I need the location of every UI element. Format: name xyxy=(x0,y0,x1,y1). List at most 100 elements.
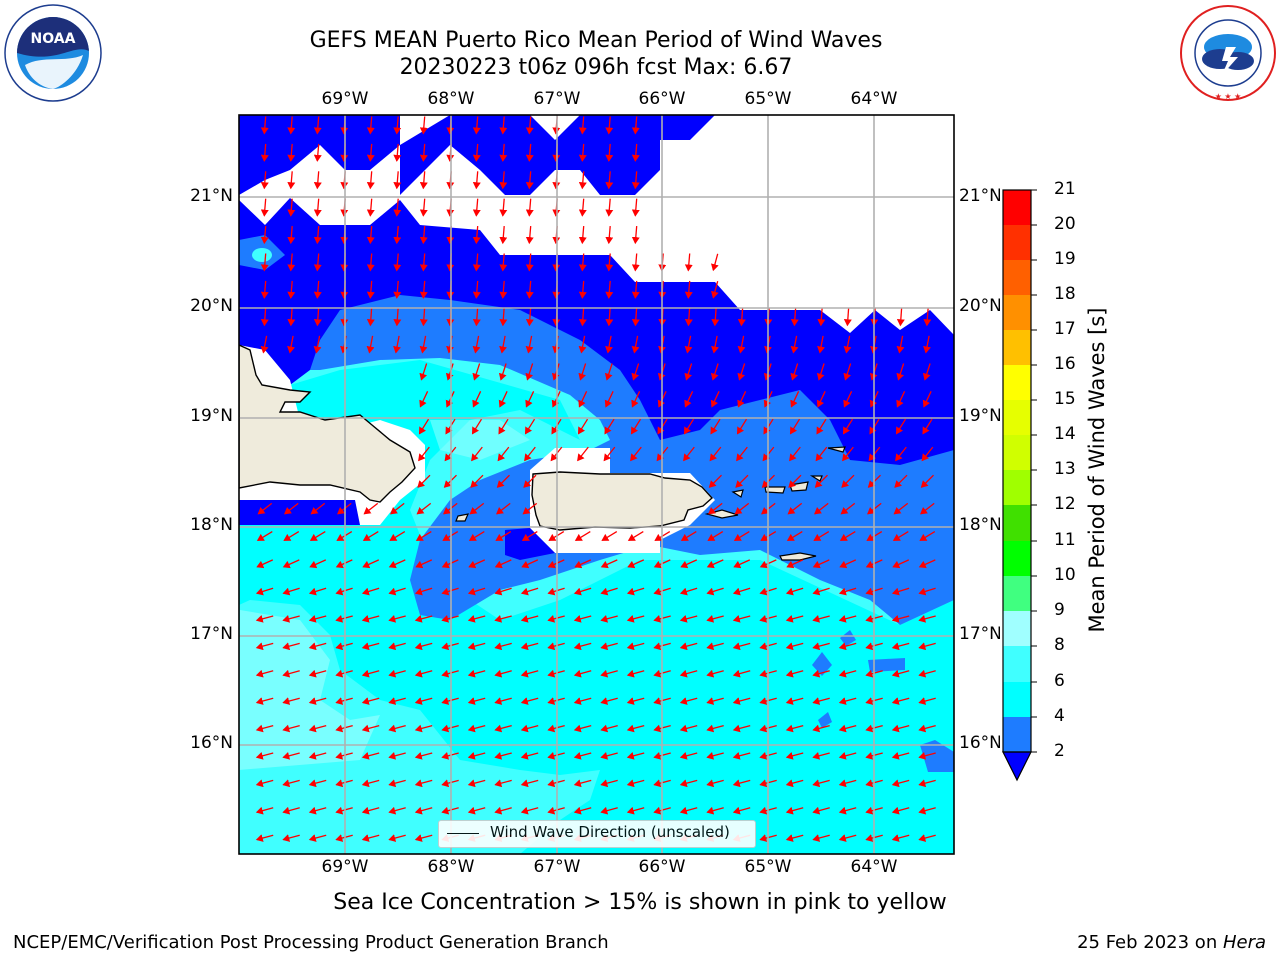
wind-wave-arrow xyxy=(706,559,724,569)
wind-wave-arrow xyxy=(578,335,587,354)
wind-wave-arrow xyxy=(920,474,934,488)
wind-wave-arrow xyxy=(388,751,406,760)
wind-wave-arrow xyxy=(789,418,801,435)
wind-wave-arrows xyxy=(255,116,936,842)
colorbar-tick-label: 13 xyxy=(1054,459,1076,479)
wind-wave-arrow xyxy=(573,669,592,678)
wind-wave-arrow xyxy=(573,779,592,788)
wind-wave-arrow xyxy=(732,806,751,815)
wind-wave-arrow xyxy=(525,226,534,245)
wind-wave-arrow xyxy=(891,724,910,733)
field-under2-pr-sw xyxy=(505,528,555,560)
wind-wave-arrow xyxy=(313,335,322,354)
wind-wave-arrow xyxy=(816,363,825,381)
lon-tick-top-1: 68°W xyxy=(427,89,475,109)
wind-wave-arrow xyxy=(366,116,375,135)
wind-wave-arrow xyxy=(363,502,379,515)
lat-tick-left-0: 21°N xyxy=(190,186,233,206)
wind-wave-arrow xyxy=(604,363,613,381)
wind-wave-arrow xyxy=(706,806,724,815)
wind-wave-arrow xyxy=(472,280,481,299)
wind-wave-arrow xyxy=(605,308,614,327)
wind-wave-arrow xyxy=(313,116,322,135)
wind-wave-arrow xyxy=(918,587,936,596)
lon-tick-bottom-3: 66°W xyxy=(638,857,686,877)
wind-wave-arrow xyxy=(499,198,508,217)
wind-wave-arrow xyxy=(918,779,936,788)
wind-wave-arrow xyxy=(812,642,830,651)
wind-wave-arrow xyxy=(282,834,300,842)
colorbar-tick-label: 17 xyxy=(1054,319,1076,339)
wind-wave-arrow xyxy=(366,198,375,217)
noaa-logo-graphic: NOAA xyxy=(4,4,102,102)
wind-wave-arrow xyxy=(578,116,587,135)
wind-wave-arrow xyxy=(785,834,804,842)
wind-wave-arrow xyxy=(525,253,534,272)
wind-wave-arrow xyxy=(472,363,481,381)
wind-wave-arrow xyxy=(525,363,534,381)
wind-wave-arrow xyxy=(419,198,428,217)
wind-wave-arrow xyxy=(255,806,274,815)
wind-wave-arrow xyxy=(260,280,269,299)
colorbar-tick-label: 9 xyxy=(1054,600,1065,620)
footer-machine: Hera xyxy=(1222,932,1266,953)
land-mona xyxy=(455,513,470,522)
wind-wave-arrow xyxy=(388,697,406,705)
wind-wave-arrow xyxy=(255,614,274,623)
wind-wave-arrow xyxy=(891,614,910,623)
wind-wave-arrow xyxy=(495,531,512,541)
wind-wave-arrow xyxy=(388,669,406,678)
colorbar-label: Mean Period of Wind Waves [s] xyxy=(1085,307,1109,633)
wind-wave-arrow xyxy=(922,418,933,435)
wind-wave-arrow xyxy=(630,418,642,435)
lon-tick-bottom-4: 65°W xyxy=(744,857,792,877)
wind-wave-arrow xyxy=(393,308,402,327)
wind-wave-arrow xyxy=(468,531,485,541)
wind-wave-arrow xyxy=(626,806,645,815)
colorbar-segment xyxy=(1003,400,1031,435)
wind-wave-arrow xyxy=(573,751,592,760)
wind-wave-arrow xyxy=(785,642,804,651)
wind-wave-arrow xyxy=(521,559,539,569)
wind-wave-arrow xyxy=(390,502,405,515)
wind-wave-arrow xyxy=(684,280,693,299)
wind-wave-arrow xyxy=(735,474,749,488)
wind-wave-arrow xyxy=(785,751,804,760)
wind-wave-arrow xyxy=(812,587,830,596)
wind-wave-arrow xyxy=(838,614,857,623)
wind-wave-arrow xyxy=(921,446,934,462)
wind-wave-arrow xyxy=(736,418,748,435)
wind-wave-arrow xyxy=(467,806,486,815)
wind-wave-arrow xyxy=(393,198,402,217)
wind-wave-arrow xyxy=(414,724,433,733)
wind-wave-arrow xyxy=(257,502,273,515)
wind-wave-arrow xyxy=(578,171,587,190)
land-anegada xyxy=(827,446,846,453)
colorbar-segment xyxy=(1003,541,1031,576)
lon-tick-top-5: 64°W xyxy=(850,89,898,109)
wind-wave-arrow xyxy=(282,779,300,788)
wind-wave-arrow xyxy=(313,226,322,245)
wind-wave-arrow xyxy=(287,171,296,190)
wind-wave-arrow xyxy=(469,502,485,515)
lat-tick-left-4: 17°N xyxy=(190,624,233,644)
wind-wave-arrow xyxy=(472,171,481,190)
wind-wave-arrow xyxy=(601,531,618,541)
wind-wave-arrow xyxy=(578,308,587,327)
wind-wave-arrow xyxy=(523,474,537,488)
legend-label: Wind Wave Direction (unscaled) xyxy=(490,823,730,841)
wind-wave-arrow xyxy=(812,697,830,705)
wind-wave-arrow xyxy=(919,531,936,541)
wind-wave-arrow xyxy=(467,697,486,705)
wind-wave-arrow xyxy=(790,335,799,354)
wind-wave-arrow xyxy=(626,751,645,760)
wind-wave-arrow xyxy=(631,171,640,190)
wind-wave-arrow xyxy=(520,806,539,815)
wind-wave-arrow xyxy=(471,446,483,462)
wind-wave-arrow xyxy=(499,116,508,135)
wind-wave-arrow xyxy=(366,171,375,190)
wind-wave-arrow xyxy=(308,614,327,623)
wind-wave-arrow xyxy=(732,614,751,623)
wind-wave-arrow xyxy=(605,253,614,272)
